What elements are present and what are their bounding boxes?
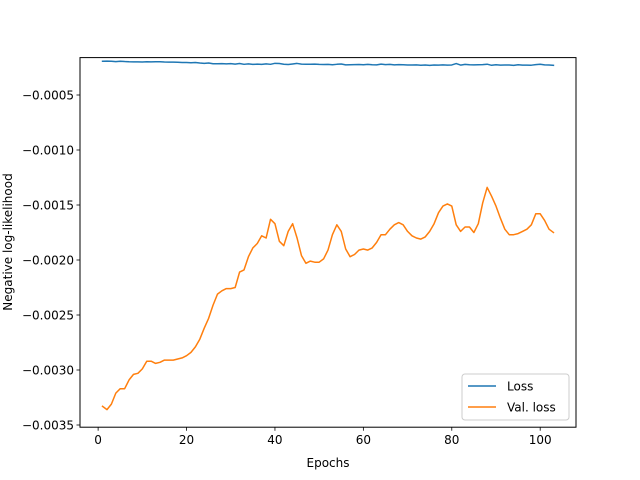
y-tick-label: −0.0030	[22, 363, 74, 377]
x-axis-label: Epochs	[307, 456, 350, 470]
series-line-val-loss	[101, 186, 555, 411]
x-axis: 0 20 40 60 80 100	[94, 427, 552, 447]
y-tick-label: −0.0020	[22, 253, 74, 267]
y-tick-label: −0.0015	[22, 198, 74, 212]
legend-label-val-loss: Val. loss	[507, 401, 556, 415]
x-tick-label: 60	[356, 433, 371, 447]
plot-frame	[79, 57, 577, 428]
x-tick-label: 80	[444, 433, 459, 447]
x-tick-label: 0	[94, 433, 102, 447]
series-line-loss	[101, 60, 555, 67]
y-tick-label: −0.0005	[22, 88, 74, 102]
x-tick-label: 100	[529, 433, 552, 447]
y-tick-label: −0.0025	[22, 308, 74, 322]
x-tick-label: 20	[179, 433, 194, 447]
y-tick-label: −0.0035	[22, 418, 74, 432]
legend-label-loss: Loss	[507, 380, 533, 394]
x-tick-label: 40	[267, 433, 282, 447]
y-axis-label: Negative log-likelihood	[1, 173, 15, 310]
y-tick-label: −0.0010	[22, 143, 74, 157]
legend: Loss Val. loss	[461, 373, 570, 421]
plot-lines	[101, 60, 555, 411]
y-axis: −0.0035 −0.0030 −0.0025 −0.0020 −0.0015 −0.00…	[22, 88, 80, 432]
